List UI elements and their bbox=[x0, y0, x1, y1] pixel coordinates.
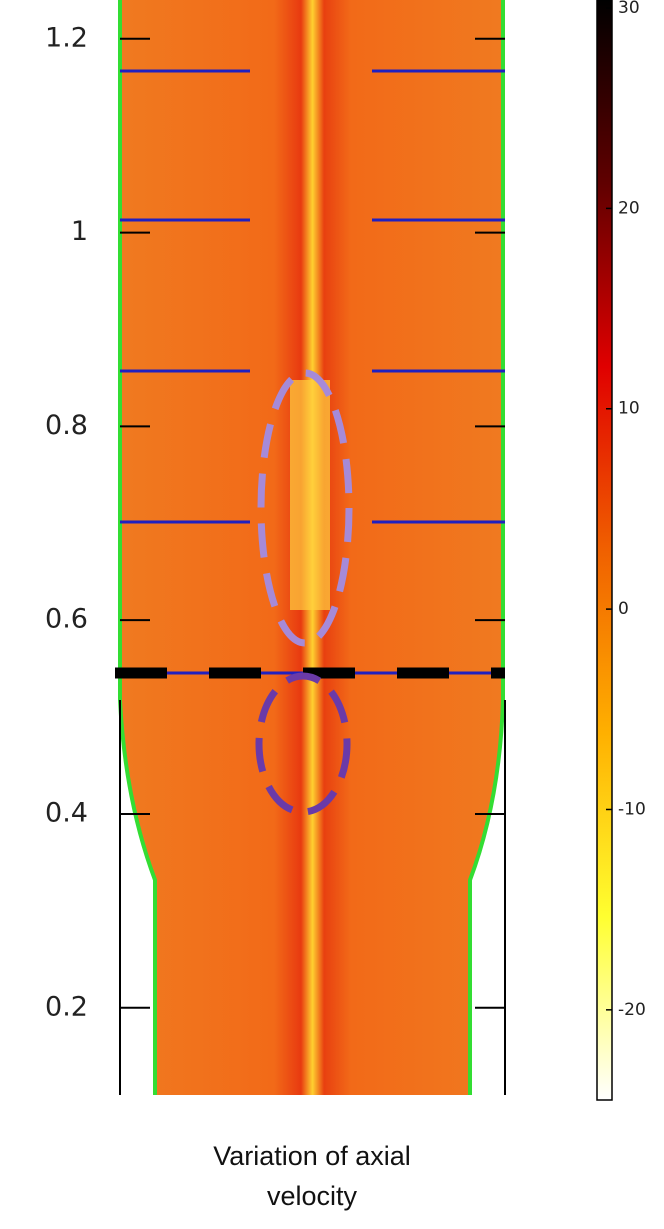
colorbar-tick-label: 0 bbox=[618, 599, 629, 619]
colorbar-ticks: -20 -10 0 10 20 30 bbox=[606, 0, 646, 1020]
y-axis-ticks: 0.2 0.4 0.6 0.8 1 1.2 bbox=[45, 22, 505, 1022]
y-tick-label: 0.2 bbox=[45, 991, 88, 1022]
colorbar-tick-label: -20 bbox=[618, 1000, 646, 1020]
region-upper bbox=[257, 369, 353, 647]
heatmap bbox=[120, 0, 505, 1095]
wall-right bbox=[468, 0, 505, 1095]
y-tick-label: 1 bbox=[71, 216, 88, 247]
colorbar-tick-label: -10 bbox=[618, 799, 646, 819]
y-tick-label: 0.8 bbox=[45, 410, 88, 441]
region-lower bbox=[255, 672, 351, 816]
colorbar-tick-label: 20 bbox=[618, 198, 640, 218]
caption: Variation of axial velocity bbox=[213, 1141, 411, 1211]
y-tick-label: 1.2 bbox=[45, 22, 88, 53]
hot-spot bbox=[290, 380, 330, 610]
y-tick-label: 0.4 bbox=[45, 797, 88, 828]
colorbar-tick-label: 10 bbox=[618, 399, 640, 419]
colorbar-tick-label: 30 bbox=[618, 0, 640, 18]
colorbar bbox=[596, 0, 613, 1101]
y-tick-label: 0.6 bbox=[45, 604, 88, 635]
